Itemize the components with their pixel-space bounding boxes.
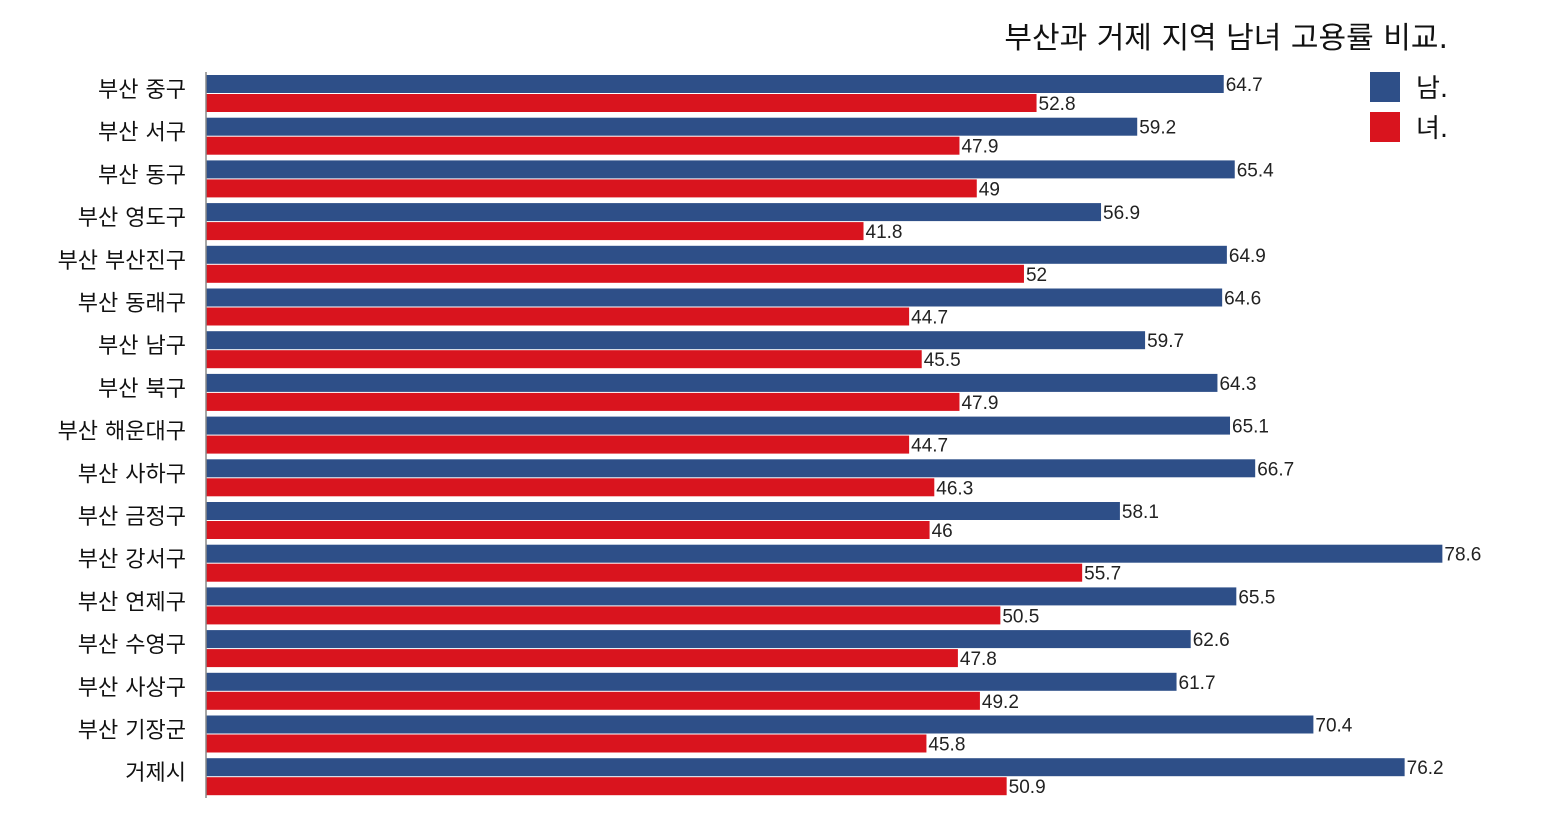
bar-female-2 — [206, 179, 977, 198]
bar-male-16 — [206, 758, 1405, 777]
bar-male-13 — [206, 630, 1191, 649]
bar-male-6 — [206, 331, 1146, 350]
category-label-1: 부산 서구 — [98, 121, 186, 146]
value-label-female-6: 45.5 — [924, 350, 961, 371]
legend-label-female: 녀. — [1416, 114, 1448, 144]
value-label-male-15: 70.4 — [1315, 716, 1352, 737]
value-label-female-16: 50.9 — [1009, 777, 1046, 798]
category-label-11: 부산 강서구 — [78, 548, 186, 573]
value-label-female-15: 45.8 — [928, 735, 965, 756]
category-label-16: 거제시 — [125, 761, 186, 786]
chart-title: 부산과 거제 지역 남녀 고용률 비교. — [1004, 21, 1448, 56]
category-label-6: 부산 남구 — [98, 334, 186, 359]
category-label-2: 부산 동구 — [98, 163, 186, 188]
value-label-male-9: 66.7 — [1257, 459, 1294, 480]
value-label-female-10: 46 — [932, 521, 953, 542]
bar-female-15 — [206, 734, 927, 753]
value-label-male-0: 64.7 — [1226, 75, 1263, 96]
category-label-4: 부산 부산진구 — [58, 249, 186, 274]
value-label-male-14: 61.7 — [1179, 673, 1216, 694]
value-label-male-7: 64.3 — [1219, 374, 1256, 395]
category-label-13: 부산 수영구 — [78, 633, 186, 658]
category-label-8: 부산 해운대구 — [58, 420, 186, 445]
value-label-female-8: 44.7 — [911, 436, 948, 457]
legend-label-male: 남. — [1416, 74, 1448, 104]
category-label-3: 부산 영도구 — [78, 206, 186, 231]
legend-swatch-female — [1370, 112, 1400, 142]
bar-female-7 — [206, 392, 960, 411]
value-label-female-13: 47.8 — [960, 649, 997, 670]
bar-female-9 — [206, 478, 935, 497]
bar-female-8 — [206, 435, 910, 454]
value-label-male-4: 64.9 — [1229, 246, 1266, 267]
value-label-male-2: 65.4 — [1237, 160, 1274, 181]
bar-male-11 — [206, 544, 1443, 563]
bar-male-8 — [206, 416, 1231, 435]
value-label-male-10: 58.1 — [1122, 502, 1159, 523]
value-label-female-11: 55.7 — [1084, 564, 1121, 585]
value-label-female-9: 46.3 — [936, 478, 973, 499]
bar-male-9 — [206, 459, 1256, 478]
value-label-female-2: 49 — [979, 179, 1000, 200]
bar-male-5 — [206, 288, 1223, 307]
bar-male-1 — [206, 117, 1138, 136]
value-label-male-12: 65.5 — [1238, 587, 1275, 608]
bar-male-10 — [206, 502, 1120, 520]
bar-female-10 — [206, 521, 930, 539]
bar-male-7 — [206, 373, 1218, 392]
category-label-10: 부산 금정구 — [78, 505, 186, 530]
value-label-male-5: 64.6 — [1224, 289, 1261, 310]
value-label-male-13: 62.6 — [1193, 630, 1230, 651]
bar-female-13 — [206, 649, 958, 668]
bar-male-4 — [206, 245, 1227, 264]
bar-female-11 — [206, 563, 1083, 582]
bar-female-1 — [206, 136, 960, 155]
value-label-male-8: 65.1 — [1232, 417, 1269, 438]
legend: 남. 녀. — [1370, 72, 1448, 144]
category-label-9: 부산 사하구 — [78, 462, 186, 487]
bar-female-6 — [206, 350, 922, 369]
bars-group — [206, 75, 1443, 796]
category-label-14: 부산 사상구 — [78, 676, 186, 701]
value-label-female-3: 41.8 — [866, 222, 903, 243]
bar-male-12 — [206, 587, 1237, 606]
bar-female-3 — [206, 222, 864, 241]
bar-female-12 — [206, 606, 1001, 625]
bar-female-0 — [206, 94, 1037, 112]
value-label-female-4: 52 — [1026, 265, 1047, 286]
bar-female-16 — [206, 777, 1007, 796]
bar-female-5 — [206, 307, 910, 326]
bar-female-4 — [206, 264, 1024, 283]
bar-male-0 — [206, 75, 1224, 93]
bar-male-2 — [206, 160, 1235, 179]
category-label-12: 부산 연제구 — [78, 590, 186, 615]
value-label-female-14: 49.2 — [982, 692, 1019, 713]
bar-female-14 — [206, 691, 980, 710]
value-label-male-6: 59.7 — [1147, 331, 1184, 352]
category-label-5: 부산 동래구 — [78, 292, 186, 317]
category-label-15: 부산 기장군 — [78, 719, 186, 744]
bar-male-14 — [206, 672, 1177, 691]
value-label-male-3: 56.9 — [1103, 203, 1140, 224]
category-label-7: 부산 북구 — [98, 377, 186, 402]
legend-swatch-male — [1370, 72, 1400, 102]
value-label-male-1: 59.2 — [1139, 118, 1176, 139]
value-label-female-12: 50.5 — [1002, 606, 1039, 627]
category-label-0: 부산 중구 — [98, 78, 186, 103]
value-label-female-0: 52.8 — [1039, 94, 1076, 115]
value-labels: 64.7 52.8 59.2 47.9 65.4 49 56.9 41.8 64.9 52 64.6… — [866, 75, 1482, 798]
value-label-male-11: 78.6 — [1444, 545, 1481, 566]
value-label-female-7: 47.9 — [961, 393, 998, 414]
bar-male-15 — [206, 715, 1314, 734]
value-label-female-1: 47.9 — [961, 137, 998, 158]
bar-male-3 — [206, 203, 1102, 222]
value-label-male-16: 76.2 — [1407, 758, 1444, 779]
value-label-female-5: 44.7 — [911, 308, 948, 329]
